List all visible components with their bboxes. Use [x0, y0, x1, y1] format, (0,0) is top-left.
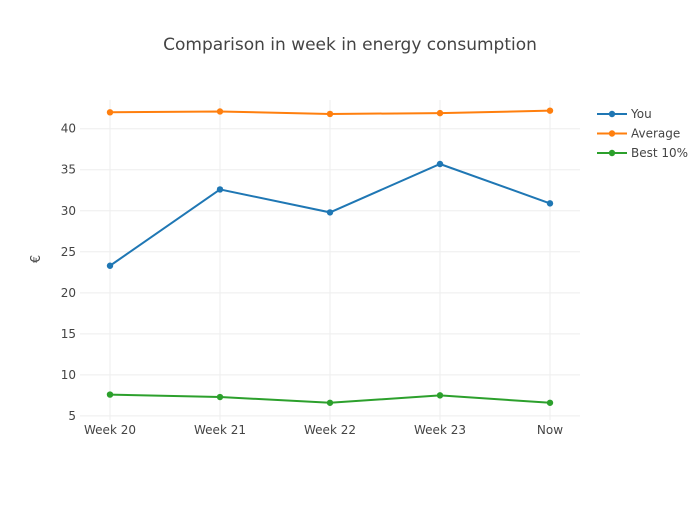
y-tick-label: 10 [61, 368, 76, 382]
data-point[interactable] [436, 160, 444, 168]
y-tick-label: 40 [61, 122, 76, 136]
data-point[interactable] [326, 209, 334, 216]
data-point[interactable] [436, 392, 444, 399]
y-tick-label: 20 [61, 286, 76, 300]
series-best-10[interactable] [106, 391, 554, 406]
y-tick-label: 25 [61, 245, 76, 259]
data-point[interactable] [326, 110, 334, 118]
legend-item[interactable]: Best 10% [597, 146, 688, 160]
legend-label: Average [631, 127, 680, 141]
data-point[interactable] [546, 107, 554, 114]
legend[interactable]: You Average Best 10% [597, 107, 688, 160]
legend-swatch-marker [608, 130, 616, 137]
grid-layer [80, 100, 580, 420]
legend-item[interactable]: You [597, 107, 652, 121]
y-tick-label: 35 [61, 163, 76, 177]
data-point[interactable] [436, 109, 444, 117]
x-tick-label: Week 22 [304, 423, 356, 437]
y-tick-label: 30 [61, 204, 76, 218]
x-tick-label: Week 20 [84, 423, 136, 437]
y-axis-label: € [29, 255, 44, 263]
y-tick-label: 5 [68, 409, 76, 423]
data-point[interactable] [216, 393, 224, 401]
data-point[interactable] [546, 200, 554, 207]
data-point[interactable] [106, 109, 114, 116]
data-point[interactable] [216, 108, 224, 115]
x-tick-label: Week 21 [194, 423, 246, 437]
data-point[interactable] [326, 399, 334, 406]
data-point[interactable] [216, 186, 224, 193]
legend-label: You [630, 107, 652, 121]
data-point[interactable] [106, 262, 114, 269]
data-point[interactable] [106, 391, 114, 398]
legend-label: Best 10% [631, 146, 688, 160]
legend-item[interactable]: Average [597, 127, 680, 141]
x-tick-label: Now [537, 423, 563, 437]
series-you[interactable] [106, 160, 554, 269]
legend-swatch-marker [608, 110, 616, 118]
y-axis-ticks: 5 10 15 20 25 30 35 40 [61, 122, 76, 423]
chart-title: Comparison in week in energy consumption [163, 35, 537, 55]
legend-swatch-marker [608, 149, 616, 157]
x-axis-ticks: Week 20 Week 21 Week 22 Week 23 Now [84, 423, 563, 437]
x-tick-label: Week 23 [414, 423, 466, 437]
y-tick-label: 15 [61, 327, 76, 341]
series-layer [106, 107, 554, 406]
series-average[interactable] [106, 107, 554, 118]
data-point[interactable] [546, 399, 554, 406]
